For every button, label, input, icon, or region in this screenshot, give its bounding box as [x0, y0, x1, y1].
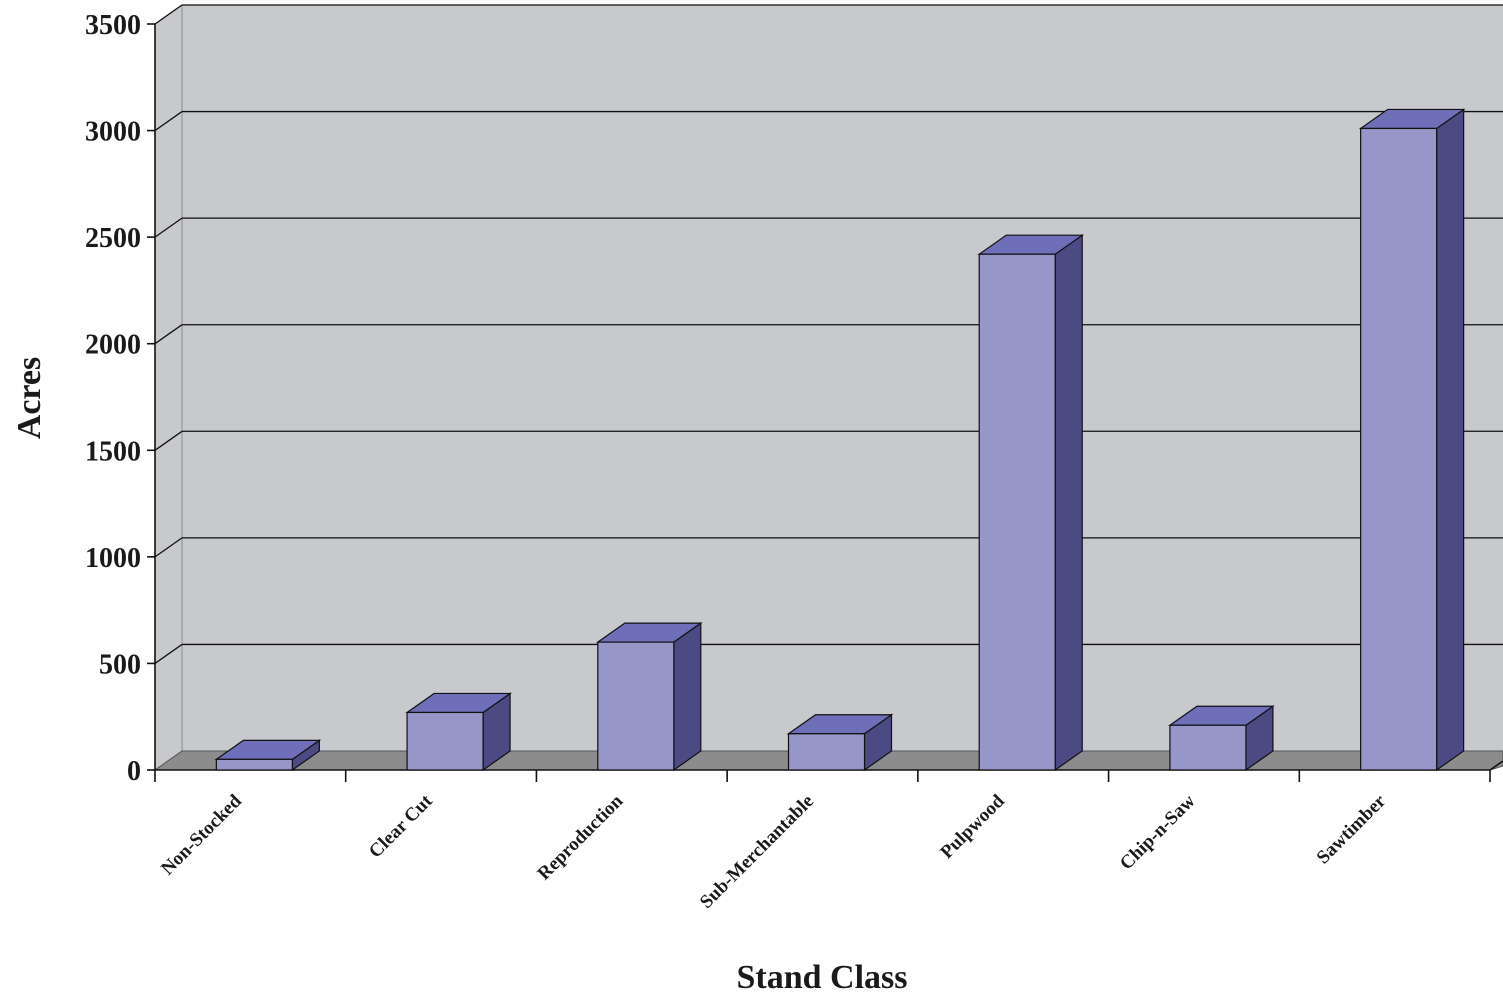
bar-front — [597, 641, 675, 771]
side-wall — [154, 4, 183, 771]
gridline-depth — [154, 324, 183, 345]
bar-side — [1054, 234, 1083, 772]
bar-front — [215, 758, 293, 771]
plot-background — [154, 4, 1503, 771]
gridline-depth — [154, 217, 183, 238]
y-tick-label: 500 — [99, 649, 141, 680]
x-axis-end — [1489, 760, 1503, 771]
bar — [1358, 108, 1466, 772]
x-tick-label: Chip-n-Saw — [1116, 790, 1200, 874]
x-tick-label: Sub-Merchantable — [696, 791, 818, 913]
x-tick-label: Sawtimber — [1313, 790, 1391, 868]
bar-front — [1169, 724, 1247, 771]
back-wall — [182, 5, 1503, 751]
y-tick-label: 1500 — [85, 436, 141, 467]
y-tick-label: 2000 — [85, 330, 141, 361]
gridline-depth — [154, 643, 183, 664]
bar-side — [1436, 108, 1465, 772]
gridline-depth — [154, 430, 183, 451]
bar — [405, 692, 512, 772]
x-axis-title: Stand Class — [736, 959, 907, 995]
bar-front — [406, 711, 484, 771]
y-tick-label: 2500 — [85, 223, 141, 254]
gridline-depth — [154, 4, 183, 25]
x-tick-labels: Non-Stocked Clear Cut Reproduction Sub-Merc… — [157, 790, 1390, 913]
bar-front — [787, 733, 866, 771]
y-axis-title: Acres — [11, 357, 48, 439]
bar — [977, 234, 1085, 772]
gridlines — [154, 4, 1503, 664]
bars — [214, 108, 1466, 772]
bar-side — [673, 621, 702, 772]
y-tick-labels: 0 500 1000 1500 2000 2500 3000 3500 — [85, 10, 141, 787]
bar — [214, 739, 322, 772]
y-tick-label: 1000 — [85, 543, 141, 574]
y-tick-label: 0 — [127, 756, 141, 787]
bar — [1168, 705, 1275, 772]
gridline-depth — [154, 537, 183, 558]
x-tick-label: Reproduction — [534, 790, 628, 884]
y-tick-label: 3500 — [85, 10, 141, 41]
x-tick-label: Clear Cut — [365, 790, 437, 862]
x-tick-label: Non-Stocked — [157, 790, 246, 879]
bar — [786, 713, 894, 772]
bar-front — [978, 253, 1056, 771]
bar-front — [1360, 127, 1438, 771]
y-tick-label: 3000 — [85, 117, 141, 148]
bar — [595, 621, 703, 772]
x-tick-label: Pulpwood — [936, 790, 1009, 863]
gridline-depth — [154, 111, 183, 132]
